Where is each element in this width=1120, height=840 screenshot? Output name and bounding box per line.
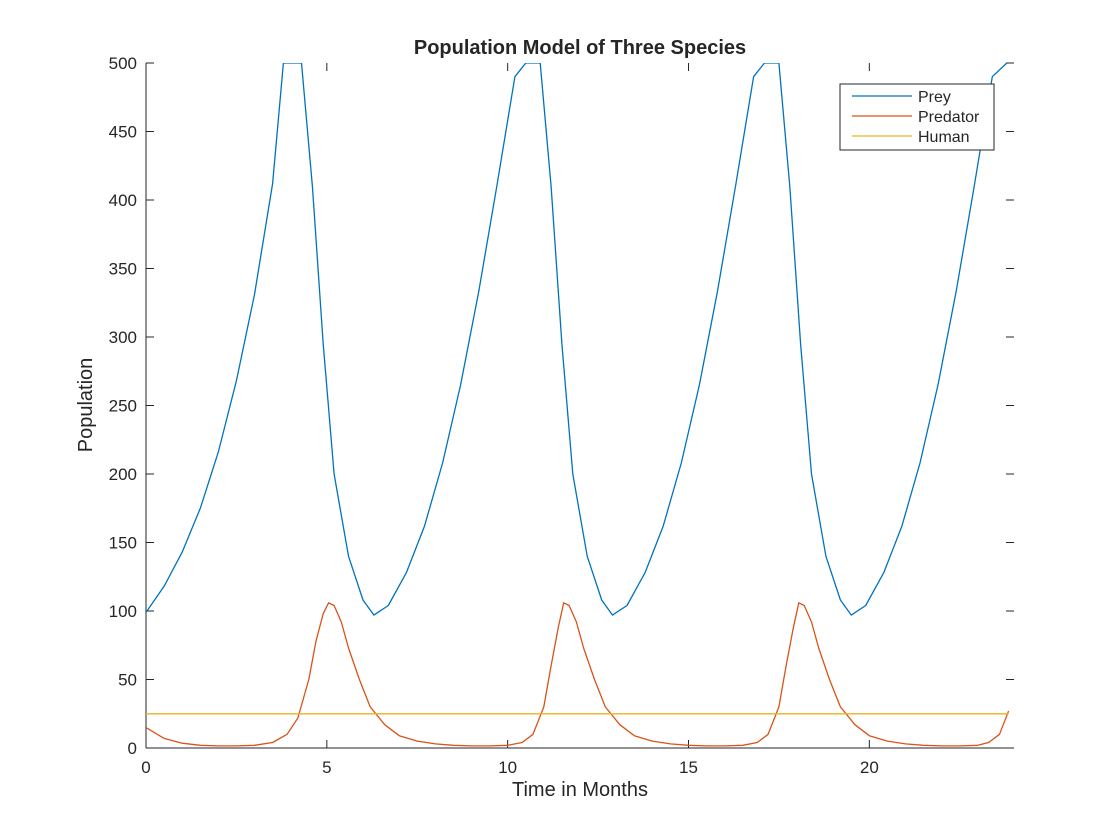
x-tick-label: 10 — [498, 758, 517, 777]
y-tick-label: 500 — [109, 54, 137, 73]
y-tick-label: 150 — [109, 534, 137, 553]
y-tick-label: 400 — [109, 191, 137, 210]
y-tick-label: 350 — [109, 260, 137, 279]
legend-label-predator: Predator — [918, 109, 980, 126]
y-tick-label: 450 — [109, 123, 137, 142]
legend-label-human: Human — [918, 129, 970, 146]
x-tick-label: 5 — [322, 758, 331, 777]
legend-box — [839, 83, 995, 151]
y-tick-label: 300 — [109, 328, 137, 347]
y-axis-label: Population — [75, 358, 97, 453]
series-line-prey — [146, 63, 1008, 616]
x-axis-label: Time in Months — [512, 779, 648, 801]
y-tick-label: 100 — [109, 602, 137, 621]
y-tick-label: 200 — [109, 465, 137, 484]
x-tick-label: 20 — [860, 758, 879, 777]
legend: Prey Predator Human — [839, 83, 995, 151]
x-tick-label: 15 — [679, 758, 698, 777]
series-line-predator — [146, 602, 1010, 747]
legend-label-prey: Prey — [918, 89, 951, 106]
y-tick-label: 250 — [109, 397, 137, 416]
series-lines — [146, 63, 1010, 747]
y-tick-label: 0 — [128, 739, 137, 758]
chart-title: Population Model of Three Species — [414, 37, 746, 59]
x-tick-label: 0 — [141, 758, 150, 777]
y-tick-label: 50 — [118, 671, 137, 690]
